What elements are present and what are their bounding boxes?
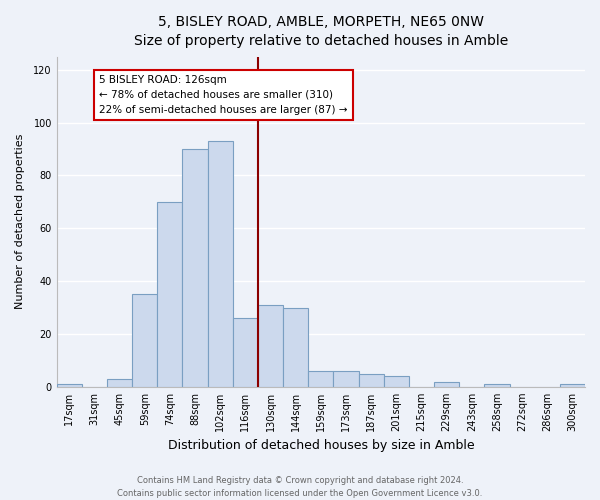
Bar [484,384,509,387]
Bar [359,374,384,387]
Text: 5 BISLEY ROAD: 126sqm
← 78% of detached houses are smaller (310)
22% of semi-det: 5 BISLEY ROAD: 126sqm ← 78% of detached … [100,75,348,114]
Bar [56,384,82,387]
Bar [560,384,585,387]
X-axis label: Distribution of detached houses by size in Amble: Distribution of detached houses by size … [167,440,474,452]
Bar [132,294,157,387]
Bar [107,379,132,387]
Bar [157,202,182,387]
Y-axis label: Number of detached properties: Number of detached properties [15,134,25,310]
Title: 5, BISLEY ROAD, AMBLE, MORPETH, NE65 0NW
Size of property relative to detached h: 5, BISLEY ROAD, AMBLE, MORPETH, NE65 0NW… [134,15,508,48]
Bar [258,305,283,387]
Bar [283,308,308,387]
Bar [434,382,459,387]
Text: Contains HM Land Registry data © Crown copyright and database right 2024.
Contai: Contains HM Land Registry data © Crown c… [118,476,482,498]
Bar [334,371,359,387]
Bar [233,318,258,387]
Bar [182,149,208,387]
Bar [308,371,334,387]
Bar [208,141,233,387]
Bar [384,376,409,387]
